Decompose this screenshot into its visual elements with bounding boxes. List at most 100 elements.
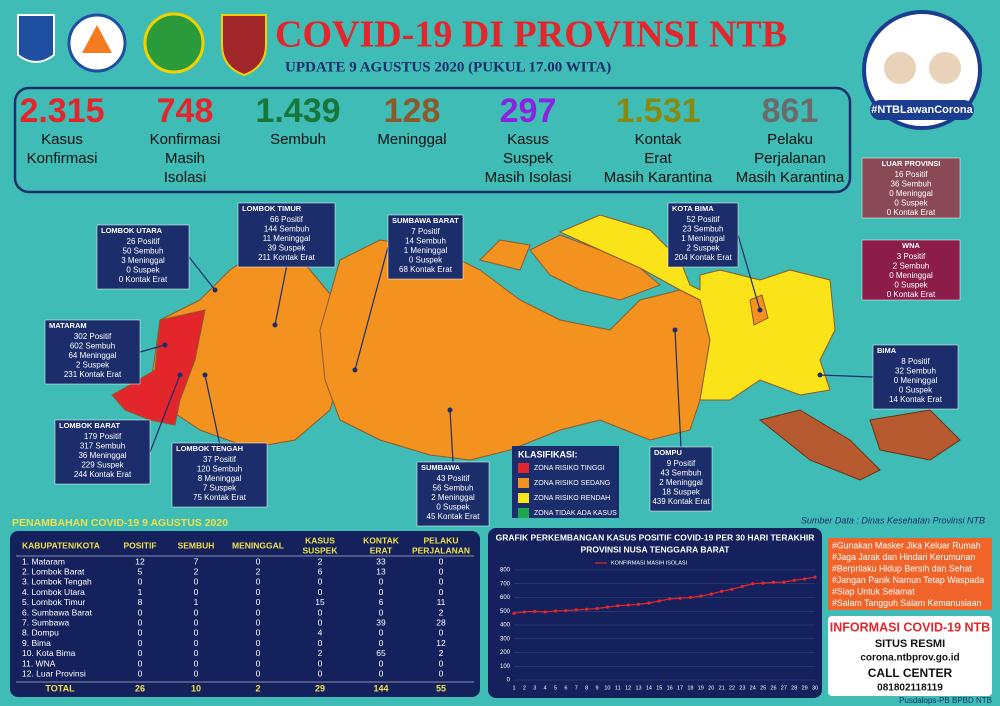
table-cell: 5. Lombok Timur <box>22 597 85 607</box>
table-cell: 11. WNA <box>22 658 56 668</box>
tips: #Gunakan Masker Jika Keluar Rumah #Jaga J… <box>832 540 984 608</box>
legend-label: ZONA TIDAK ADA KASUS <box>534 510 617 517</box>
source: Sumber Data : Dinas Kesehatan Provinsi N… <box>801 515 985 525</box>
table-cell: 0 <box>256 668 261 678</box>
table-cell: 0 <box>138 648 143 658</box>
x-tick-label: 18 <box>687 685 693 691</box>
table-cell: 0 <box>439 577 444 587</box>
region-line: 2 Meninggal <box>431 493 475 502</box>
table-total: 55 <box>436 683 446 693</box>
legend-label: ZONA RISIKO SEDANG <box>534 480 610 487</box>
point <box>699 594 703 598</box>
region-title: KOTA BIMA <box>672 204 714 213</box>
point <box>740 584 744 589</box>
table-cell: 39 <box>376 617 386 627</box>
region-line: 68 Kontak Erat <box>399 265 453 274</box>
tip: #Gunakan Masker Jika Keluar Rumah <box>832 540 981 550</box>
table-cell: 0 <box>256 628 261 638</box>
region-title: LUAR PROVINSI <box>882 159 941 168</box>
table-cell: 2 <box>256 566 261 576</box>
stat-label: Masih Karantina <box>604 169 713 186</box>
table-cell: 0 <box>138 668 143 678</box>
region-line: 204 Kontak Erat <box>674 253 732 262</box>
region-box <box>861 239 961 301</box>
table-cell: 0 <box>439 587 444 597</box>
pointer <box>149 374 181 453</box>
x-tick-label: 27 <box>781 685 787 691</box>
x-tick-label: 11 <box>615 685 621 691</box>
x-tick-label: 26 <box>770 685 776 691</box>
table-cell: 2 <box>318 556 323 566</box>
mini-map <box>758 409 881 481</box>
region-line: 0 Suspek <box>894 199 928 208</box>
stat-label: Masih <box>165 150 205 167</box>
tip: #Salam Tangguh Salam Kemanusiaan <box>832 598 982 608</box>
table-cell: 0 <box>256 658 261 668</box>
info-box <box>828 616 992 696</box>
x-tick-label: 22 <box>729 685 735 691</box>
table-cell: 0 <box>256 597 261 607</box>
point <box>605 605 610 609</box>
region-title: MATARAM <box>49 321 87 330</box>
point <box>813 575 817 579</box>
point <box>626 603 630 607</box>
table-cell: 0 <box>318 638 323 648</box>
table-cell: 12 <box>436 638 446 648</box>
table-cell: 0 <box>194 607 199 617</box>
table-cell: 0 <box>256 556 261 566</box>
title: COVID-19 DI PROVINSI NTB <box>275 14 787 56</box>
region-title: WNA <box>902 241 920 250</box>
x-tick-label: 21 <box>719 685 725 691</box>
table-header: SUSPEK <box>303 545 339 555</box>
region-line: 14 Sembuh <box>405 237 446 246</box>
point <box>553 609 558 613</box>
info-label: CALL CENTER <box>868 666 953 680</box>
region-line: 11 Meninggal <box>263 234 311 243</box>
table-cell: 12 <box>135 556 145 566</box>
table-header: SEMBUH <box>178 540 215 550</box>
x-tick-label: 10 <box>604 685 610 691</box>
stat-value: 748 <box>157 92 214 130</box>
x-tick-label: 12 <box>625 685 631 691</box>
table-cell: 0 <box>256 607 261 617</box>
table-cell: 0 <box>439 658 444 668</box>
footer: Pusdalops-PB BPBD NTB <box>899 696 992 705</box>
table-cell: 13 <box>376 566 386 576</box>
table-cell: 0 <box>138 628 143 638</box>
x-tick-label: 14 <box>646 685 652 691</box>
point <box>668 597 672 601</box>
point <box>574 608 578 612</box>
x-tick-label: 2 <box>523 685 526 691</box>
table-cell: 0 <box>318 607 323 617</box>
region-line: 56 Sembuh <box>433 484 474 493</box>
region-line: 439 Kontak Erat <box>652 497 710 506</box>
region-box <box>872 344 959 410</box>
x-tick-label: 13 <box>635 685 641 691</box>
table-cell: 0 <box>194 587 199 597</box>
table-header: KABUPATEN/KOTA <box>22 540 100 550</box>
stat-value: 128 <box>384 92 441 130</box>
region-line: 0 Suspek <box>436 503 470 512</box>
x-tick-label: 19 <box>698 685 704 691</box>
pointer <box>819 374 874 378</box>
table-total: 10 <box>191 683 201 693</box>
region-title: BIMA <box>877 346 897 355</box>
region-box <box>667 202 739 268</box>
region-line: 3 Positif <box>897 252 926 261</box>
legend-title: KLASIFIKASI: <box>518 449 578 459</box>
hashtag-pill <box>870 100 974 120</box>
table-cell: 7 <box>194 556 199 566</box>
series-line <box>513 576 816 614</box>
y-tick-label: 300 <box>500 636 511 642</box>
table-cell: 33 <box>376 556 386 566</box>
table-total: 29 <box>315 683 325 693</box>
region-line: 229 Suspek <box>81 461 124 470</box>
stats: 2.315KasusKonfirmasi748KonfirmasiMasihIs… <box>19 92 844 186</box>
stat-value: 2.315 <box>19 92 104 130</box>
region-line: 0 Meninggal <box>894 376 938 385</box>
point <box>636 602 641 606</box>
pointer-dot <box>817 372 823 378</box>
point <box>585 607 589 611</box>
stats-box <box>13 86 852 194</box>
